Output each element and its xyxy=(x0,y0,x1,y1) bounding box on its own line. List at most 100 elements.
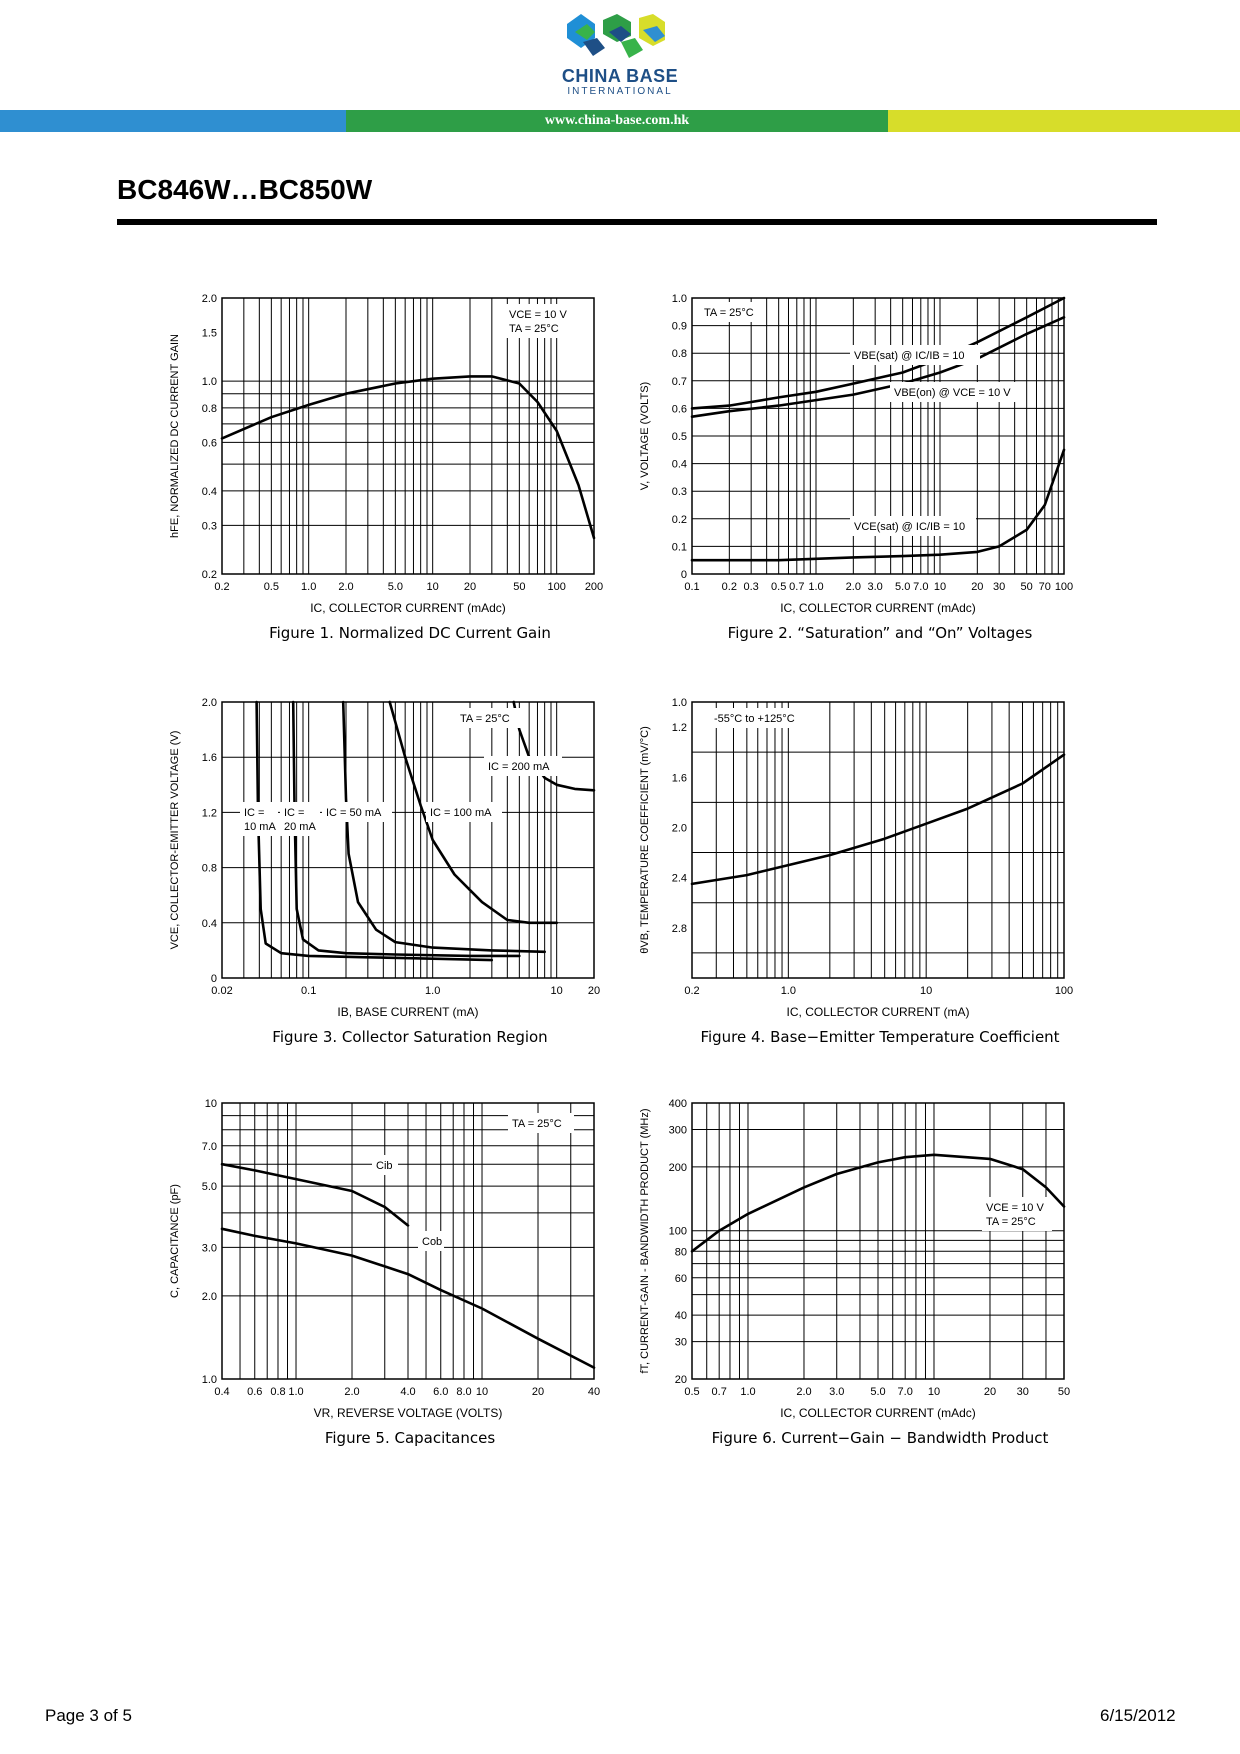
y-tick-label: 1.6 xyxy=(672,772,687,784)
y-tick-label: 0.8 xyxy=(672,348,687,360)
y-tick-label: 2.0 xyxy=(202,1291,217,1303)
y-tick-label: 1.2 xyxy=(672,722,687,734)
x-tick-label: 10 xyxy=(920,985,932,997)
y-tick-label: 0.4 xyxy=(672,459,687,471)
y-tick-label: 2.8 xyxy=(672,923,687,935)
header-band-blue xyxy=(0,110,346,132)
header-url[interactable]: www.china-base.com.hk xyxy=(544,113,690,128)
y-axis-title: θVB, TEMPERATURE COEFFICIENT (mV/°C) xyxy=(639,726,651,953)
x-axis-title: IC, COLLECTOR CURRENT (mAdc) xyxy=(310,601,506,615)
x-axis-title: IC, COLLECTOR CURRENT (mA) xyxy=(787,1005,970,1019)
x-tick-label: 100 xyxy=(1055,985,1073,997)
annotation-text: VCE(sat) @ IC/IB = 10 xyxy=(854,521,965,533)
y-tick-label: 0.5 xyxy=(672,431,687,443)
plot-frame xyxy=(221,1102,595,1380)
y-tick-label: 1.0 xyxy=(672,697,687,709)
figure-4-caption: Figure 4. Base−Emitter Temperature Coeff… xyxy=(700,1028,1060,1046)
x-tick-label: 50 xyxy=(1058,1386,1070,1398)
figure-4-svg: 0.2 1.0 10 100 1.0 1.2 1.6 2.0 2.4 2.8 IC, COLLECT… xyxy=(639,697,1073,1019)
x-tick-label: 30 xyxy=(1017,1386,1029,1398)
annotation-text: TA = 25°C xyxy=(512,1118,562,1130)
figure-3-chart: 0.02 0.1 1.0 10 20 2.0 1.6 1.2 0.8 0.4 0 IB, BASE C… xyxy=(150,684,610,1024)
x-tick-label: 2.0 xyxy=(796,1386,811,1398)
x-tick-label: 0.1 xyxy=(301,985,316,997)
x-tick-label: 1.0 xyxy=(288,1386,303,1398)
annotation-box xyxy=(710,708,814,728)
annotation-text: TA = 25°C xyxy=(704,307,754,319)
series-line-2 xyxy=(690,315,1066,418)
x-tick-label: 10 xyxy=(934,581,946,593)
x-tick-label: 3.0 xyxy=(868,581,883,593)
figure-6-svg: 0.5 0.7 1.0 2.0 3.0 5.0 7.0 10 20 30 50 400 300 200 10… xyxy=(639,1098,1070,1420)
annotation-text: 10 mA xyxy=(244,821,276,833)
y-tick-label: 2.0 xyxy=(672,822,687,834)
x-tick-label: 7.0 xyxy=(913,581,928,593)
x-tick-label: 6.0 xyxy=(433,1386,448,1398)
annotation-text: 20 mA xyxy=(284,821,316,833)
figure-5-chart: 0.4 0.6 0.8 1.0 2.0 4.0 6.0 8.0 10 20 40 10 7.0 5.0 3.… xyxy=(150,1085,610,1425)
footer-page-number: Page 3 of 5 xyxy=(45,1706,132,1725)
figure-2-caption: Figure 2. “Saturation” and “On” Voltages xyxy=(727,624,1033,642)
x-tick-label: 10 xyxy=(551,985,563,997)
annotation-box xyxy=(372,1155,398,1175)
figure-3-svg: 0.02 0.1 1.0 10 20 2.0 1.6 1.2 0.8 0.4 0 IB, BASE C… xyxy=(169,697,600,1019)
y-tick-label: 200 xyxy=(669,1162,687,1174)
y-tick-label: 0.7 xyxy=(672,376,687,388)
figure-1-svg: 0.2 0.5 1.0 2.0 5.0 10 20 50 100 200 2.0 1.5 1.0 0.8 0… xyxy=(169,293,603,615)
figure-1-chart: 0.2 0.5 1.0 2.0 5.0 10 20 50 100 200 2.0 1.5 1.0 0.8 0… xyxy=(150,280,610,620)
y-tick-label: 0.6 xyxy=(202,437,217,449)
x-tick-label: 2.0 xyxy=(846,581,861,593)
plot-frame xyxy=(691,1102,1065,1380)
annotation-box xyxy=(418,1231,444,1251)
annotation-text: Cib xyxy=(376,1160,393,1172)
x-tick-label: 5.0 xyxy=(895,581,910,593)
annotation-text: IC = 50 mA xyxy=(326,807,382,819)
y-axis-title: fT, CURRENT-GAIN - BANDWIDTH PRODUCT (MH… xyxy=(639,1108,651,1373)
x-tick-label: 8.0 xyxy=(456,1386,471,1398)
plot-frame xyxy=(221,701,595,979)
x-tick-label: 0.02 xyxy=(211,985,232,997)
y-tick-label: 80 xyxy=(675,1246,687,1258)
y-tick-label: 0.2 xyxy=(672,514,687,526)
x-tick-label: 10 xyxy=(928,1386,940,1398)
x-tick-label: 3.0 xyxy=(829,1386,844,1398)
logo-name: CHINA BASE xyxy=(561,66,679,86)
plot-frame xyxy=(221,297,595,575)
y-tick-label: 60 xyxy=(675,1273,687,1285)
x-axis-title: IC, COLLECTOR CURRENT (mAdc) xyxy=(780,1406,976,1420)
y-tick-label: 1.0 xyxy=(202,376,217,388)
figure-5-caption: Figure 5. Capacitances xyxy=(324,1429,496,1447)
x-tick-label: 100 xyxy=(547,581,565,593)
x-tick-label: 2.0 xyxy=(344,1386,359,1398)
header-band-green xyxy=(346,110,888,132)
annotation-box xyxy=(982,1197,1052,1231)
y-tick-label: 0.9 xyxy=(672,321,687,333)
series-line-3 xyxy=(341,700,547,954)
y-tick-label: 2.0 xyxy=(202,293,217,305)
x-tick-label: 0.3 xyxy=(744,581,759,593)
figure-4-chart: 0.2 1.0 10 100 1.0 1.2 1.6 2.0 2.4 2.8 IC, COLLECT… xyxy=(620,684,1080,1024)
annotation-box xyxy=(890,382,1016,402)
series-line-2 xyxy=(291,700,521,958)
annotation-box xyxy=(322,802,392,822)
annotation-box xyxy=(508,1113,574,1133)
x-tick-label: 0.8 xyxy=(270,1386,285,1398)
x-tick-label: 1.0 xyxy=(808,581,823,593)
y-tick-label: 5.0 xyxy=(202,1181,217,1193)
y-axis-title: hFE, NORMALIZED DC CURRENT GAIN xyxy=(169,334,181,538)
x-tick-label: 200 xyxy=(585,581,603,593)
x-tick-label: 1.0 xyxy=(301,581,316,593)
x-axis-title: IB, BASE CURRENT (mA) xyxy=(337,1005,478,1019)
figure-2-svg: 0.1 0.2 0.3 0.5 0.7 1.0 2.0 3.0 5.0 7.0 10 20 30 50 70… xyxy=(639,293,1073,615)
header-band-yellow xyxy=(888,110,1240,132)
series-line-1 xyxy=(220,1162,410,1227)
plot-frame xyxy=(691,297,1065,575)
x-tick-label: 40 xyxy=(588,1386,600,1398)
x-tick-label: 0.2 xyxy=(722,581,737,593)
y-tick-label: 1.5 xyxy=(202,327,217,339)
y-tick-label: 300 xyxy=(669,1125,687,1137)
x-tick-label: 0.6 xyxy=(247,1386,262,1398)
annotation-text: -55°C to +125°C xyxy=(714,713,795,725)
x-tick-label: 5.0 xyxy=(388,581,403,593)
x-tick-label: 100 xyxy=(1055,581,1073,593)
